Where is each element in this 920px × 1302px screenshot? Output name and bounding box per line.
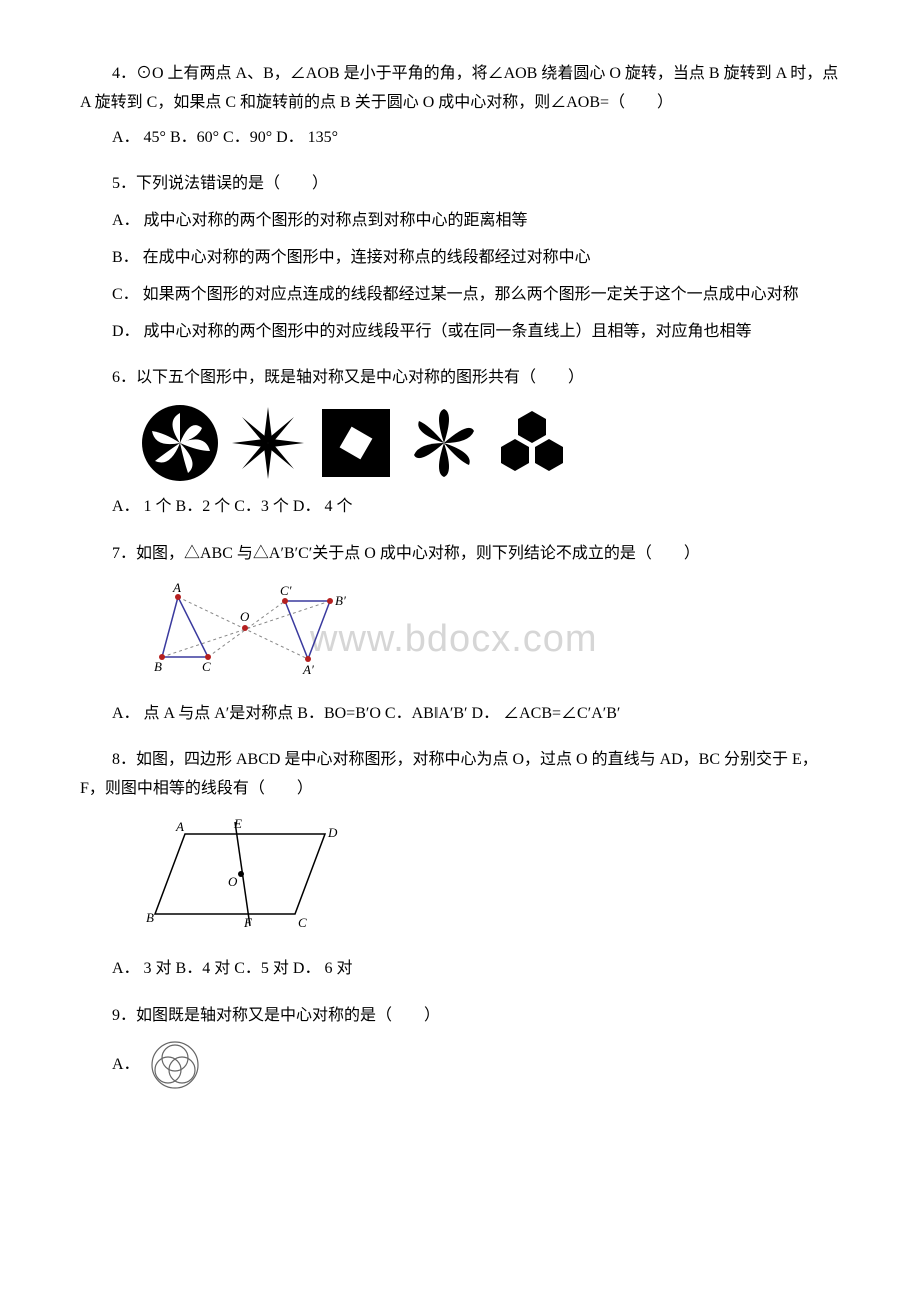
q5-option-c: C． 如果两个图形的对应点连成的线段都经过某一点，那么两个图形一定关于这个一点成… [80,281,840,310]
svg-text:O: O [228,874,238,889]
svg-text:B: B [146,910,154,925]
svg-text:F: F [243,915,253,930]
question-8: 8．如图，四边形 ABCD 是中心对称图形，对称中心为点 O，过点 O 的直线与… [80,746,840,983]
svg-text:C′: C′ [280,583,292,598]
svg-text:B′: B′ [335,593,346,608]
q9-text: 9．如图既是轴对称又是中心对称的是（ ） [80,1002,840,1031]
question-5: 5．下列说法错误的是（ ） A． 成中心对称的两个图形的对称点到对称中心的距离相… [80,170,840,346]
q8-options: A． 3 对 B．4 对 C．5 对 D． 6 对 [80,955,840,984]
q5-text: 5．下列说法错误的是（ ） [80,170,840,199]
svg-text:O: O [240,609,250,624]
svg-text:D: D [327,825,338,840]
question-4: 4．⊙O 上有两点 A、B，∠AOB 是小于平角的角，将∠AOB 绕着圆心 O … [80,60,840,152]
symbol-three-circles-icon [150,1040,200,1090]
q8-diagram: A D B C E F O [140,814,840,945]
q6-text: 6．以下五个图形中，既是轴对称又是中心对称的图形共有（ ） [80,364,840,393]
q4-options: A． 45° B．60° C．90° D． 135° [80,124,840,153]
q4-text: 4．⊙O 上有两点 A、B，∠AOB 是小于平角的角，将∠AOB 绕着圆心 O … [80,60,840,118]
svg-text:C: C [298,915,307,930]
svg-text:A′: A′ [302,662,314,677]
svg-text:A: A [175,819,184,834]
q8-text: 8．如图，四边形 ABCD 是中心对称图形，对称中心为点 O，过点 O 的直线与… [80,746,840,804]
svg-text:C: C [202,659,211,674]
q6-options: A． 1 个 B．2 个 C．3 个 D． 4 个 [80,493,840,522]
svg-text:B: B [154,659,162,674]
document-content: 4．⊙O 上有两点 A、B，∠AOB 是小于平角的角，将∠AOB 绕着圆心 O … [80,60,840,1090]
question-9: 9．如图既是轴对称又是中心对称的是（ ） A． [80,1002,840,1091]
symbol-hexagons-icon [492,403,572,483]
q9-opta-prefix: A． [112,1051,140,1080]
svg-text:E: E [233,816,242,831]
question-7: 7．如图，△ABC 与△A′B′C′关于点 O 成中心对称，则下列结论不成立的是… [80,540,840,728]
svg-text:A: A [172,580,181,595]
q9-option-a-row: A． [112,1040,840,1090]
symbol-square-rotated-icon [316,403,396,483]
q5-option-d: D． 成中心对称的两个图形中的对应线段平行（或在同一条直线上）且相等，对应角也相… [80,318,840,347]
question-6: 6．以下五个图形中，既是轴对称又是中心对称的图形共有（ ） [80,364,840,522]
q7-diagram: A B C C′ B′ A′ O [140,579,840,690]
symbol-flower-icon [404,403,484,483]
q5-option-b: B． 在成中心对称的两个图形中，连接对称点的线段都经过对称中心 [80,244,840,273]
symbol-pinwheel-icon [140,403,220,483]
q6-symbols-row [140,403,840,483]
q7-options: A． 点 A 与点 A′是对称点 B．BO=B′O C．AB‖A′B′ D． ∠… [80,700,840,729]
q7-text: 7．如图，△ABC 与△A′B′C′关于点 O 成中心对称，则下列结论不成立的是… [80,540,840,569]
symbol-star-icon [228,403,308,483]
q5-option-a: A． 成中心对称的两个图形的对称点到对称中心的距离相等 [80,207,840,236]
